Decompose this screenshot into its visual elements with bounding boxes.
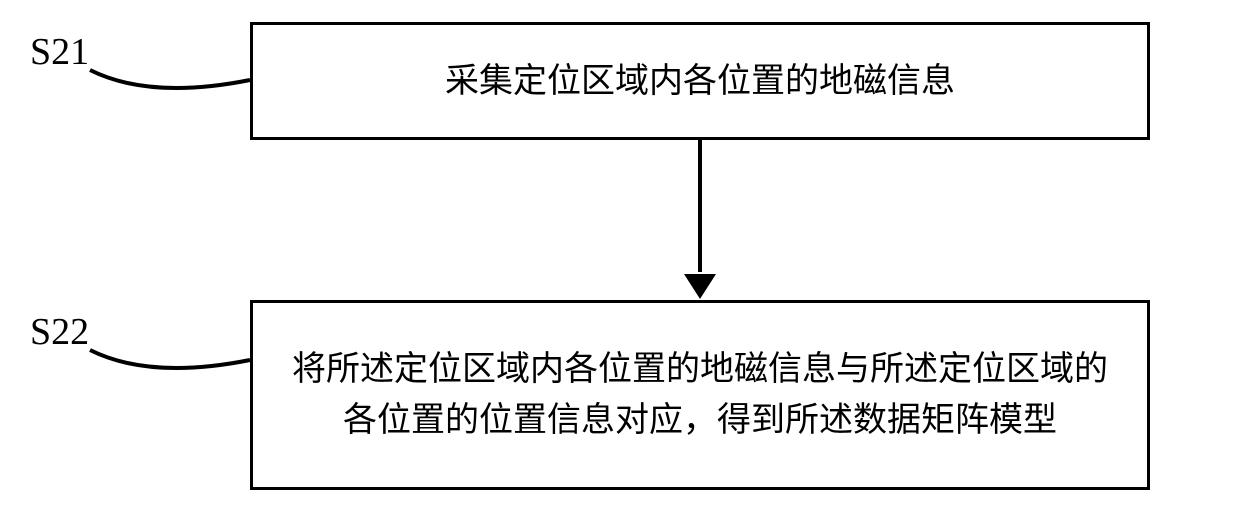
flow-node-s21: 采集定位区域内各位置的地磁信息 [250, 22, 1150, 140]
flowchart-canvas: S21 S22 采集定位区域内各位置的地磁信息 将所述定位区域内各位置的地磁信息… [0, 0, 1240, 529]
step-label-s21: S21 [30, 30, 89, 74]
connector-s21 [90, 70, 250, 88]
arrow-head-icon [684, 274, 716, 299]
connector-s22 [90, 350, 250, 368]
step-label-s22: S22 [30, 310, 89, 354]
flow-node-s22-text: 将所述定位区域内各位置的地磁信息与所述定位区域的各位置的位置信息对应，得到所述数… [277, 344, 1123, 446]
flow-node-s21-text: 采集定位区域内各位置的地磁信息 [445, 56, 955, 107]
arrow-shaft [698, 140, 702, 272]
flow-node-s22: 将所述定位区域内各位置的地磁信息与所述定位区域的各位置的位置信息对应，得到所述数… [250, 300, 1150, 490]
